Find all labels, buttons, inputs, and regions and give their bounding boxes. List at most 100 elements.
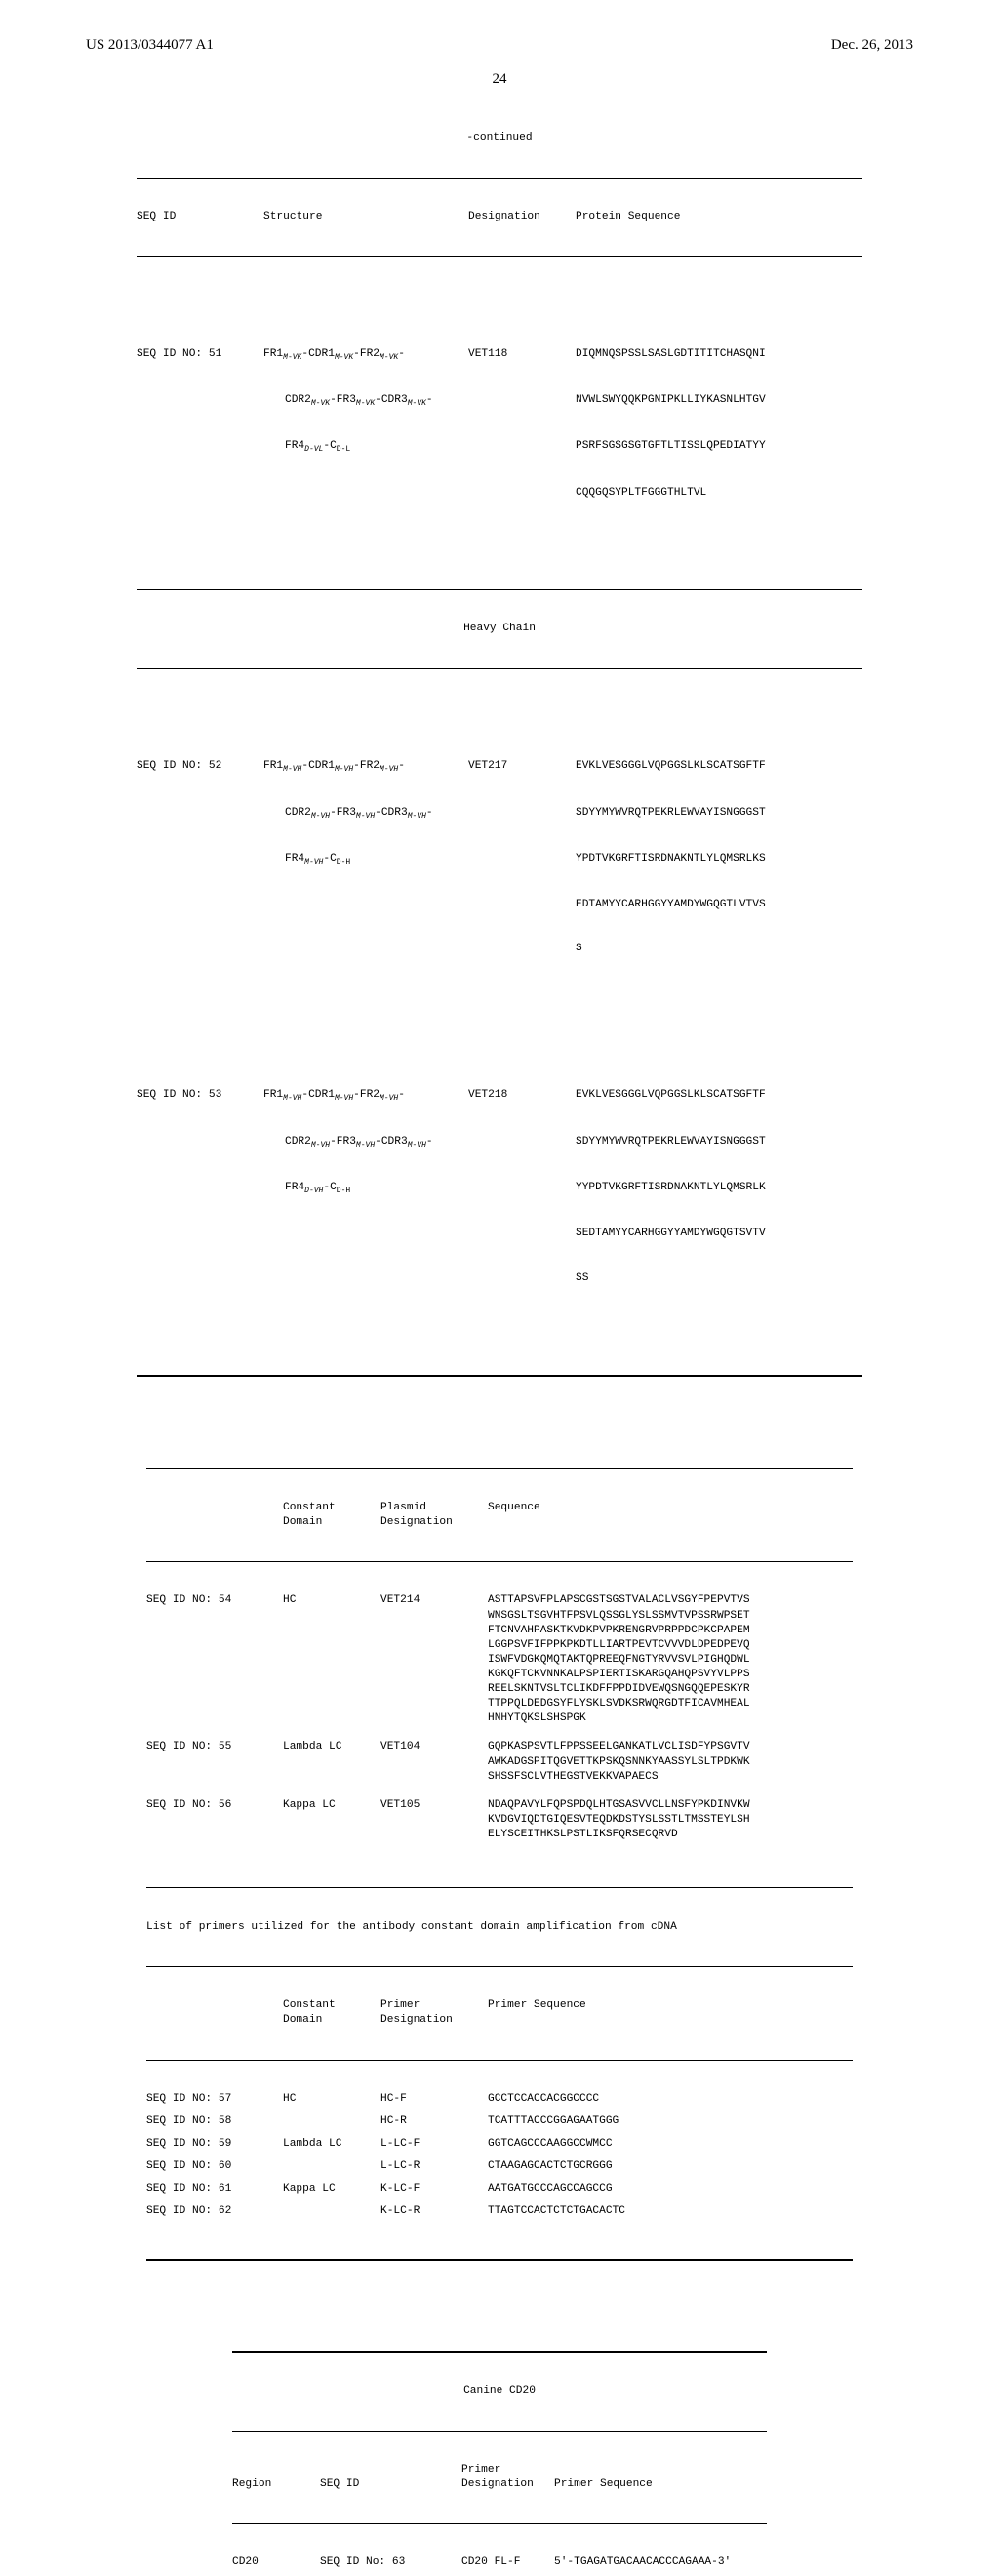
table-row: SEQ ID NO: 58 HC-RTCATTTACCCGGAGAATGGG xyxy=(146,2114,853,2129)
structure-cell: FR1M-VK-CDR1M-VK-FR2M-VK- xyxy=(263,347,468,364)
seq-id-label: SEQ ID NO: xyxy=(137,760,202,772)
primer-seq-cell: TCATTTACCCGGAGAATGGG xyxy=(488,2114,853,2129)
table-row: SEQ ID NO: 51 FR1M-VK-CDR1M-VK-FR2M-VK- … xyxy=(137,318,862,530)
col-header-region: Region xyxy=(232,2477,320,2492)
continued-label: -continued xyxy=(137,131,862,145)
table-row: SEQ ID NO: 56Kappa LCVET105NDAQPAVYLFQPS… xyxy=(146,1798,853,1842)
seq-id-cell: SEQ ID NO: 58 xyxy=(146,2114,283,2129)
seq-id-label: SEQ ID NO: xyxy=(137,1089,202,1101)
col-header-seq-id: SEQ ID xyxy=(137,210,263,224)
page-number: 24 xyxy=(86,71,913,88)
plasmid-cell: VET105 xyxy=(380,1798,488,1813)
primer-cell: HC-F xyxy=(380,2092,488,2107)
sequence-cell: NDAQPAVYLFQPSPDQLHTGSASVVCLLNSFYPKDINVKW xyxy=(488,1798,853,1813)
designation-cell: VET218 xyxy=(468,1088,576,1105)
domain-cell: Lambda LC xyxy=(283,1740,380,1754)
col-header-designation: Designation xyxy=(468,210,576,224)
sequence-cell: DIQMNQSPSSLSASLGDTITITCHASQNI xyxy=(576,347,862,364)
primer-seq-cell: GGTCAGCCCAAGGCCWMCC xyxy=(488,2137,853,2152)
seq-id-cell: SEQ ID NO: 57 xyxy=(146,2092,283,2107)
plasmid-cell: VET214 xyxy=(380,1593,488,1608)
canine-cd20-title: Canine CD20 xyxy=(232,2384,767,2398)
primer-cell: HC-R xyxy=(380,2114,488,2129)
sequence-cell: LGGPSVFIFPPKPKDTLLIARTPEVTCVVVDLDPEDPEVQ xyxy=(488,1638,853,1653)
domain-cell: Kappa LC xyxy=(283,1798,380,1813)
sequence-cell: ELYSCEITHKSLPSTLIKSFQRSECQRVD xyxy=(488,1828,853,1842)
seq-id-cell: SEQ ID NO: 55 xyxy=(146,1740,283,1754)
designation-cell: VET118 xyxy=(468,347,576,364)
table-row: SEQ ID NO: 60 L-LC-RCTAAGAGCACTCTGCRGGG xyxy=(146,2159,853,2174)
table-row: SEQ ID NO: 62 K-LC-RTTAGTCCACTCTCTGACACTC xyxy=(146,2204,853,2219)
domain-cell: Lambda LC xyxy=(283,2137,380,2152)
table-row: SEQ ID NO: 53 FR1M-VH-CDR1M-VH-FR2M-VH- … xyxy=(137,1059,862,1315)
seq-id-cell: SEQ ID NO: 59 xyxy=(146,2137,283,2152)
sequence-cell: FTCNVAHPASKTKVDKPVPKRENGRVPRPPDCPKCPAPEM xyxy=(488,1624,853,1638)
table-row: SEQ ID NO: 61Kappa LCK-LC-FAATGATGCCCAGC… xyxy=(146,2182,853,2196)
primer-cell: K-LC-F xyxy=(380,2182,488,2196)
domain-cell: Kappa LC xyxy=(283,2182,380,2196)
sequence-cell: ASTTAPSVFPLAPSCGSTSGSTVALACLVSGYFPEPVTVS xyxy=(488,1593,853,1608)
sequence-cell: REELSKNTVSLTCLIKDFFPPDIDVEWQSNGQQEPESKYR xyxy=(488,1682,853,1697)
col-header-protein-sequence: Protein Sequence xyxy=(576,210,862,224)
sequence-cell: ISWFVDGKQMQTAKTQPREEQFNGTYRVVSVLPIGHQDWL xyxy=(488,1653,853,1668)
primer-seq-cell: CTAAGAGCACTCTGCRGGG xyxy=(488,2159,853,2174)
col-header-primer: Primer Designation xyxy=(461,2463,554,2492)
domain-cell: HC xyxy=(283,1593,380,1608)
seq-id-cell: SEQ ID NO: 61 xyxy=(146,2182,283,2196)
heavy-chain-label: Heavy Chain xyxy=(137,622,862,636)
col-header-plasmid: Plasmid Designation xyxy=(380,1501,488,1530)
primers-title: List of primers utilized for the antibod… xyxy=(146,1920,853,1935)
primer-cell: L-LC-R xyxy=(380,2159,488,2174)
col-header-constant-domain: Constant Domain xyxy=(283,1998,380,2028)
seq-id-cell: SEQ ID NO: 60 xyxy=(146,2159,283,2174)
domain-cell xyxy=(283,2114,380,2129)
region-cell: CD20 xyxy=(232,2556,320,2570)
canine-cd20-table: Canine CD20 Region SEQ ID Primer Designa… xyxy=(232,2319,767,2576)
seq-id-cell: SEQ ID NO: 54 xyxy=(146,1593,283,1608)
table-row: SEQ ID NO: 57HCHC-FGCCTCCACCACGGCCCC xyxy=(146,2092,853,2107)
sequence-cell: AWKADGSPITQGVETTKPSKQSNNKYAASSYLSLTPDKWK xyxy=(488,1755,853,1770)
primer-seq-cell: AATGATGCCCAGCCAGCCG xyxy=(488,2182,853,2196)
sequence-cell: TTPPQLDEDGSYFLYSKLSVDKSRWQRGDTFICAVMHEAL xyxy=(488,1697,853,1711)
seq-id-cell: SEQ ID No: 63 xyxy=(320,2556,461,2570)
seq-num: 53 xyxy=(209,1089,221,1101)
primer-cell: K-LC-R xyxy=(380,2204,488,2219)
domain-cell: HC xyxy=(283,2092,380,2107)
primer-seq-cell: GCCTCCACCACGGCCCC xyxy=(488,2092,853,2107)
publication-number: US 2013/0344077 A1 xyxy=(86,37,214,54)
seq-id-cell: SEQ ID NO: 62 xyxy=(146,2204,283,2219)
table-row: CD20SEQ ID No: 63CD20 FL-F5'-TGAGATGACAA… xyxy=(232,2556,767,2570)
seq-id-label: SEQ ID NO: xyxy=(137,348,202,360)
col-header-seq-id: SEQ ID xyxy=(320,2477,461,2492)
col-header-primer: Primer Designation xyxy=(380,1998,488,2028)
seq-num: 52 xyxy=(209,760,221,772)
table-row: SEQ ID NO: 59Lambda LCL-LC-FGGTCAGCCCAAG… xyxy=(146,2137,853,2152)
table-row: SEQ ID NO: 55Lambda LCVET104GQPKASPSVTLF… xyxy=(146,1740,853,1784)
sequence-cell: KGKQFTCKVNNKALPSPIERTISKARGQAHQPSVYVLPPS xyxy=(488,1668,853,1682)
plasmid-cell: VET104 xyxy=(380,1740,488,1754)
publication-date: Dec. 26, 2013 xyxy=(831,37,913,54)
sequence-cell: GQPKASPSVTLFPPSSEELGANKATLVCLISDFYPSGVTV xyxy=(488,1740,853,1754)
constant-domain-table: Constant Domain Plasmid Designation Sequ… xyxy=(146,1435,853,2291)
sequence-table-1: -continued SEQ ID Structure Designation … xyxy=(137,101,862,1408)
seq-num: 51 xyxy=(209,348,221,360)
col-header-primer-seq: Primer Sequence xyxy=(488,1998,853,2028)
domain-cell xyxy=(283,2159,380,2174)
col-header-sequence: Sequence xyxy=(488,1501,853,1530)
sequence-cell: SHSSFSCLVTHEGSTVEKKVAPAECS xyxy=(488,1770,853,1785)
domain-cell xyxy=(283,2204,380,2219)
col-header-primer-seq: Primer Sequence xyxy=(554,2477,767,2492)
table-row: SEQ ID NO: 52 FR1M-VH-CDR1M-VH-FR2M-VH- … xyxy=(137,730,862,986)
primer-cell: L-LC-F xyxy=(380,2137,488,2152)
col-header-constant-domain: Constant Domain xyxy=(283,1501,380,1530)
designation-cell: VET217 xyxy=(468,759,576,776)
seq-id-cell: SEQ ID NO: 56 xyxy=(146,1798,283,1813)
sequence-cell: KVDGVIQDTGIQESVTEQDKDSTYSLSSTLTMSSTEYLSH xyxy=(488,1813,853,1828)
primer-cell: CD20 FL-F xyxy=(461,2556,554,2570)
primer-seq-cell: TTAGTCCACTCTCTGACACTC xyxy=(488,2204,853,2219)
table-row: SEQ ID NO: 54HCVET214ASTTAPSVFPLAPSCGSTS… xyxy=(146,1593,853,1726)
col-header-structure: Structure xyxy=(263,210,468,224)
sequence-cell: WNSGSLTSGVHTFPSVLQSSGLYSLSSMVTVPSSRWPSET xyxy=(488,1609,853,1624)
primer-seq-cell: 5'-TGAGATGACAACACCCAGAAA-3' xyxy=(554,2556,767,2570)
sequence-cell: HNHYTQKSLSHSPGK xyxy=(488,1711,853,1726)
